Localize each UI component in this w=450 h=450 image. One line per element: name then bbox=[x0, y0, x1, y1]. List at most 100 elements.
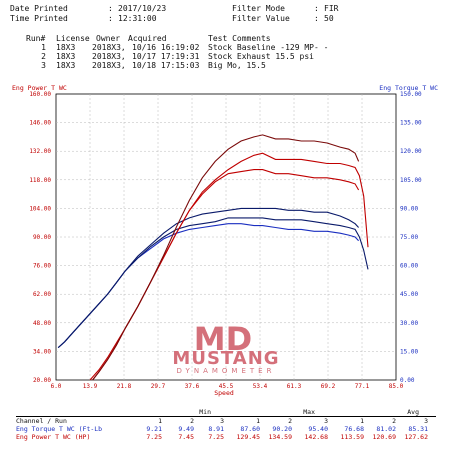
x-axis-title: Speed bbox=[214, 389, 234, 397]
run-col: 2 bbox=[392, 417, 396, 425]
x-tick-label: 77.1 bbox=[355, 383, 370, 390]
logo-md-letters: MD bbox=[194, 320, 252, 358]
stats-cell: 90.20 bbox=[272, 425, 292, 433]
filter-mode-value: FIR bbox=[324, 4, 339, 13]
filter-mode-label: Filter Mode bbox=[232, 4, 285, 13]
y-left-axis-title: Eng Power T WC bbox=[12, 84, 67, 92]
run-col: 3 bbox=[220, 417, 224, 425]
stats-cell: 87.60 bbox=[240, 425, 260, 433]
y-left-tick-label: 48.00 bbox=[33, 320, 51, 327]
time-printed-value: 12:31:00 bbox=[118, 14, 157, 23]
stats-cell: 7.45 bbox=[178, 433, 194, 441]
x-tick-label: 69.2 bbox=[321, 383, 336, 390]
run-number: 1 bbox=[41, 43, 46, 52]
run-col: 3 bbox=[324, 417, 328, 425]
date-printed-value: 2017/10/23 bbox=[118, 4, 167, 13]
y-right-tick-label: 15.00 bbox=[400, 348, 418, 355]
col-comments: Test Comments bbox=[208, 34, 271, 43]
y-left-tick-label: 132.00 bbox=[29, 148, 51, 155]
stats-cell: 9.49 bbox=[178, 425, 194, 433]
stats-cell: 134.59 bbox=[268, 433, 292, 441]
date-printed-label: Date Printed bbox=[10, 4, 68, 13]
stats-cell: 7.25 bbox=[208, 433, 224, 441]
y-right-tick-label: 150.00 bbox=[400, 91, 422, 98]
run-row: 1 18X3 2018X3, 10/16 16:19:02 Stock Base… bbox=[26, 43, 328, 52]
x-tick-label: 21.8 bbox=[117, 383, 132, 390]
header-row-1: Date Printed bbox=[10, 4, 68, 13]
filter-value-label: Filter Value bbox=[232, 14, 290, 23]
y-left-tick-label: 62.00 bbox=[33, 291, 51, 298]
x-tick-label: 29.7 bbox=[151, 383, 166, 390]
y-left-tick-label: 20.00 bbox=[33, 377, 51, 384]
run-row: 3 18X3 2018X3, 10/18 17:15:03 Big Mo, 15… bbox=[26, 61, 328, 70]
stats-row-power: Eng Power T WC (HP) 7.25 7.45 7.25 129.4… bbox=[16, 433, 436, 441]
channel-run-header: Channel / Run bbox=[16, 417, 67, 425]
run-owner: 2018X3, bbox=[92, 52, 126, 61]
stats-row-label: Eng Torque T WC (Ft-Lb bbox=[16, 425, 103, 433]
y-left-tick-label: 160.00 bbox=[29, 91, 51, 98]
stats-cell: 120.69 bbox=[372, 433, 396, 441]
stats-row-label: Eng Power T WC (HP) bbox=[16, 433, 91, 441]
stats-cell: 9.21 bbox=[146, 425, 162, 433]
stats-cell: 7.25 bbox=[146, 433, 162, 441]
y-right-tick-label: 45.00 bbox=[400, 291, 418, 298]
y-right-tick-label: 0.00 bbox=[400, 377, 415, 384]
stats-cell: 95.40 bbox=[308, 425, 328, 433]
x-tick-label: 53.4 bbox=[253, 383, 268, 390]
x-tick-label: 13.9 bbox=[83, 383, 98, 390]
run-owner: 2018X3, bbox=[92, 43, 126, 52]
x-tick-label: 37.6 bbox=[185, 383, 200, 390]
filter-value-colon: : bbox=[314, 14, 319, 23]
dyno-chart: MD MUSTANG DYNAMOMETER 6.0 13.9 21.8 29.7 37… bbox=[29, 91, 422, 397]
run-col: 2 bbox=[190, 417, 194, 425]
torque-line-run-3 bbox=[57, 207, 360, 349]
x-tick-label: 45.5 bbox=[219, 383, 234, 390]
x-tick-label: 85.0 bbox=[389, 383, 404, 390]
run-acquired: 10/16 16:19:02 bbox=[132, 43, 200, 52]
run-col: 2 bbox=[288, 417, 292, 425]
run-acquired: 10/18 17:15:03 bbox=[132, 61, 200, 70]
y-right-axis-title: Eng Torque T WC bbox=[379, 84, 438, 92]
time-printed-label: Time Printed bbox=[10, 14, 68, 23]
stats-cell: 142.68 bbox=[304, 433, 328, 441]
y-left-tick-label: 146.00 bbox=[29, 120, 51, 127]
run-col: 1 bbox=[256, 417, 260, 425]
group-avg: Avg bbox=[407, 408, 419, 416]
date-printed-colon: : bbox=[108, 4, 113, 13]
run-license: 18X3 bbox=[56, 61, 76, 70]
runs-header-row: Run# License Owner Acquired Test Comment… bbox=[26, 34, 328, 43]
run-number: 2 bbox=[41, 52, 46, 61]
col-run: Run# bbox=[26, 34, 46, 43]
logo-mustang-text: MUSTANG bbox=[172, 348, 279, 369]
stats-row-torque: Eng Torque T WC (Ft-Lb 9.21 9.49 8.91 87… bbox=[16, 425, 436, 433]
y-left-tick-label: 104.00 bbox=[29, 205, 51, 212]
y-left-tick-label: 34.00 bbox=[33, 348, 51, 355]
group-min: Min bbox=[199, 408, 211, 416]
y-right-tick-label: 30.00 bbox=[400, 320, 418, 327]
col-owner: Owner bbox=[96, 34, 121, 43]
filter-mode-colon: : bbox=[314, 4, 319, 13]
y-right-tick-label: 120.00 bbox=[400, 148, 422, 155]
y-right-tick-label: 135.00 bbox=[400, 120, 422, 127]
y-right-tick-label: 105.00 bbox=[400, 177, 422, 184]
run-col: 1 bbox=[158, 417, 162, 425]
stats-cell: 76.68 bbox=[344, 425, 364, 433]
mustang-logo: MD MUSTANG DYNAMOMETER bbox=[172, 320, 279, 375]
y-left-tick-label: 76.00 bbox=[33, 263, 51, 270]
time-printed-colon: : bbox=[108, 14, 113, 23]
y-left-tick-label: 90.00 bbox=[33, 234, 51, 241]
run-row: 2 18X3 2018X3, 10/17 17:19:31 Stock Exha… bbox=[26, 52, 328, 61]
stats-run-header-row: Channel / Run 1 2 3 1 2 3 1 2 3 bbox=[16, 416, 436, 425]
filter-value-value: 50 bbox=[324, 14, 334, 23]
stats-cell: 127.62 bbox=[404, 433, 428, 441]
x-tick-label: 6.0 bbox=[51, 383, 62, 390]
run-number: 3 bbox=[41, 61, 46, 70]
run-col: 1 bbox=[360, 417, 364, 425]
y-left-tick-label: 118.00 bbox=[29, 177, 51, 184]
run-license: 18X3 bbox=[56, 52, 76, 61]
run-comment: Big Mo, 15.5 bbox=[208, 61, 266, 70]
run-col: 3 bbox=[424, 417, 428, 425]
y-right-tick-label: 75.00 bbox=[400, 234, 418, 241]
chart-grid bbox=[55, 93, 397, 381]
stats-group-header-row: Min Max Avg bbox=[16, 408, 436, 416]
